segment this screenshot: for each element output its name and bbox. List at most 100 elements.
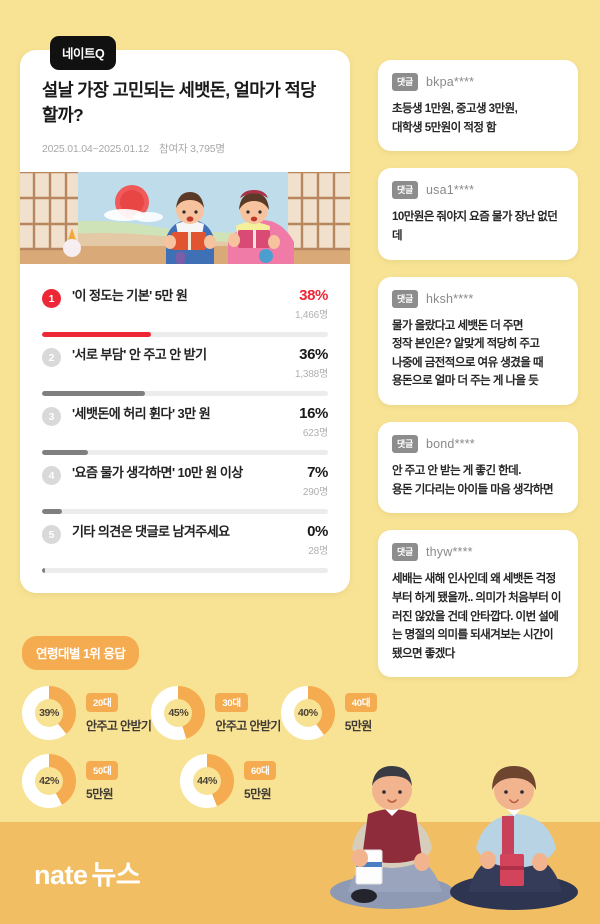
option-bar-track-4 bbox=[42, 509, 328, 515]
donut-percent-30: 45% bbox=[168, 707, 189, 719]
comment-body-2: 10만원은 줘야지 요즘 물가 장난 없던데 bbox=[392, 211, 558, 242]
poll-header: 설날 가장 고민되는 세뱃돈, 얼마가 적당할까? 2025.01.04~202… bbox=[20, 50, 350, 156]
hero-illustration bbox=[20, 172, 350, 265]
money-envelope-red bbox=[500, 854, 524, 886]
option-label-5: 기타 의견은 댓글로 남겨주세요 bbox=[72, 524, 230, 540]
donut-percent-50: 42% bbox=[39, 775, 59, 787]
poll-card: 설날 가장 고민되는 세뱃돈, 얼마가 적당할까? 2025.01.04~202… bbox=[20, 50, 350, 594]
poll-result-row-4[interactable]: 4 '요즘 물가 생각하면' 10만 원 이상 7% 290명 bbox=[42, 455, 328, 515]
brand-badge: 네이트Q bbox=[50, 36, 117, 70]
logo-nate-text: nate bbox=[34, 860, 88, 890]
age-tag-50: 50대 bbox=[86, 760, 119, 780]
age-donut-row-1: 39% 20대 안주고 안받기 45% 30대 안주고 안받기 40% bbox=[22, 686, 378, 740]
option-bar-track-5 bbox=[42, 568, 328, 574]
age-answer-30: 안주고 안받기 bbox=[215, 718, 281, 733]
age-answer-20: 안주고 안받기 bbox=[86, 718, 152, 733]
option-label-1: '이 정도는 기본' 5만 원 bbox=[72, 288, 188, 304]
option-count-3: 623명 bbox=[302, 428, 328, 440]
comment-card-4[interactable]: 댓글 bond**** 안 주고 안 받는 게 좋긴 한데. 용돈 기다리는 아이… bbox=[378, 422, 578, 514]
comment-user-2: usa1**** bbox=[425, 183, 475, 198]
option-count-5: 28명 bbox=[308, 546, 328, 558]
boy-norigae bbox=[176, 252, 185, 265]
age-answer-50: 5만원 bbox=[86, 786, 114, 801]
poll-result-row-5[interactable]: 5 기타 의견은 댓글로 남겨주세요 0% 28명 bbox=[42, 514, 328, 574]
option-count-2: 1,388명 bbox=[294, 369, 328, 381]
comment-user-5: thyw**** bbox=[425, 545, 473, 560]
comment-tag-4: 댓글 bbox=[392, 435, 418, 453]
option-bar-fill-2 bbox=[42, 391, 145, 397]
option-bar-track-2 bbox=[42, 391, 328, 397]
grandmother-figure bbox=[450, 766, 578, 910]
option-count-4: 290명 bbox=[302, 487, 328, 499]
age-answer-60: 5만원 bbox=[244, 786, 272, 801]
poll-participants: 참여자 3,795명 bbox=[159, 143, 225, 156]
donut-percent-40: 40% bbox=[297, 707, 318, 719]
comment-body-1: 초등생 1만원, 중고생 3만원, 대학생 5만원이 적정 함 bbox=[392, 103, 518, 134]
age-tag-40: 40대 bbox=[344, 692, 378, 712]
comment-body-3: 물가 올랐다고 세뱃돈 더 주면 정작 본인은? 알맞게 적당히 주고 나중에 금전… bbox=[392, 319, 544, 388]
donut-chart-40: 40% bbox=[280, 686, 335, 740]
rank-badge-2: 2 bbox=[42, 348, 61, 368]
comments-column: 댓글 bkpa**** 초등생 1만원, 중고생 3만원, 대학생 5만원이 적정… bbox=[378, 60, 578, 694]
option-bar-track-3 bbox=[42, 450, 328, 456]
age-donut-item-50[interactable]: 42% 50대 5만원 bbox=[22, 754, 180, 808]
donut-chart-20: 39% bbox=[22, 686, 76, 740]
option-bar-fill-4 bbox=[42, 509, 63, 515]
poll-result-row-3[interactable]: 3 '세뱃돈에 허리 휜다' 3만 원 16% 623명 bbox=[42, 396, 328, 456]
girl-norigae bbox=[259, 249, 273, 264]
option-percent-5: 0% bbox=[307, 523, 328, 541]
poll-result-row-2[interactable]: 2 '서로 부담' 안 주고 안 받기 36% 1,388명 bbox=[42, 337, 328, 397]
age-donut-item-40[interactable]: 40% 40대 5만원 bbox=[280, 686, 378, 740]
poll-result-row-1[interactable]: 1 '이 정도는 기본' 5만 원 38% 1,466명 bbox=[42, 278, 328, 338]
option-label-2: '서로 부담' 안 주고 안 받기 bbox=[72, 347, 207, 363]
comment-tag-5: 댓글 bbox=[392, 543, 418, 562]
option-count-1: 1,466명 bbox=[294, 310, 328, 322]
age-answer-40: 5만원 bbox=[344, 718, 373, 733]
comment-card-2[interactable]: 댓글 usa1**** 10만원은 줘야지 요즘 물가 장난 없던데 bbox=[378, 168, 578, 260]
girl-in-hanbok bbox=[228, 190, 294, 265]
comment-tag-3: 댓글 bbox=[392, 289, 418, 308]
comment-card-5[interactable]: 댓글 thyw**** 세배는 새해 인사인데 왜 세뱃돈 걱정부터 하게 됐을… bbox=[378, 530, 578, 678]
option-percent-1: 38% bbox=[299, 287, 328, 305]
rank-badge-5: 5 bbox=[42, 525, 61, 545]
shoji-screen-right bbox=[288, 172, 350, 251]
comment-user-3: hksh**** bbox=[425, 291, 474, 306]
age-donut-item-20[interactable]: 39% 20대 안주고 안받기 bbox=[22, 686, 152, 740]
lantern bbox=[63, 228, 81, 258]
donut-chart-50: 42% bbox=[22, 754, 76, 808]
nate-news-logo[interactable]: nate 뉴스 bbox=[34, 853, 141, 892]
poll-meta: 2025.01.04~2025.01.12 참여자 3,795명 bbox=[42, 141, 328, 156]
donut-chart-60: 44% bbox=[180, 754, 234, 808]
poll-date-range: 2025.01.04~2025.01.12 bbox=[42, 143, 150, 156]
option-bar-track-1 bbox=[42, 332, 328, 338]
age-group-section: 연령대별 1위 응답 39% 20대 안주고 안받기 45% 30대 안주고 안… bbox=[22, 636, 378, 822]
option-label-3: '세뱃돈에 허리 휜다' 3만 원 bbox=[72, 406, 211, 422]
rank-badge-1: 1 bbox=[42, 289, 61, 309]
comment-card-3[interactable]: 댓글 hksh**** 물가 올랐다고 세뱃돈 더 주면 정작 본인은? 알맞게 … bbox=[378, 276, 578, 405]
option-bar-fill-5 bbox=[42, 568, 45, 574]
age-donut-item-60[interactable]: 44% 60대 5만원 bbox=[180, 754, 338, 808]
age-tag-20: 20대 bbox=[86, 692, 119, 712]
comment-body-5: 세배는 새해 인사인데 왜 세뱃돈 걱정부터 하게 됐을까.. 의미가 처음부터… bbox=[392, 573, 562, 660]
option-percent-4: 7% bbox=[307, 464, 328, 482]
age-donut-item-30[interactable]: 45% 30대 안주고 안받기 bbox=[151, 686, 281, 740]
age-donut-grid: 39% 20대 안주고 안받기 45% 30대 안주고 안받기 40% bbox=[22, 686, 378, 808]
boy-in-hanbok bbox=[164, 192, 216, 265]
comment-tag-2: 댓글 bbox=[392, 181, 418, 200]
hanbok-children-scene bbox=[20, 172, 350, 265]
donut-percent-60: 44% bbox=[197, 775, 217, 787]
comment-card-1[interactable]: 댓글 bkpa**** 초등생 1만원, 중고생 3만원, 대학생 5만원이 적정… bbox=[378, 60, 578, 152]
age-section-badge: 연령대별 1위 응답 bbox=[22, 636, 140, 670]
age-tag-30: 30대 bbox=[215, 692, 248, 712]
comment-user-4: bond**** bbox=[425, 437, 475, 451]
poll-results-list: 1 '이 정도는 기본' 5만 원 38% 1,466명 2 '서로 부담' 안… bbox=[20, 264, 350, 593]
grandfather-figure bbox=[330, 766, 454, 909]
rank-badge-4: 4 bbox=[42, 466, 61, 486]
donut-percent-20: 39% bbox=[39, 707, 59, 719]
grandparents-illustration bbox=[330, 766, 578, 910]
comment-tag-1: 댓글 bbox=[392, 73, 418, 91]
donut-chart-30: 45% bbox=[151, 686, 206, 740]
age-tag-60: 60대 bbox=[244, 760, 277, 780]
option-percent-3: 16% bbox=[299, 405, 328, 423]
option-bar-fill-1 bbox=[42, 332, 151, 338]
